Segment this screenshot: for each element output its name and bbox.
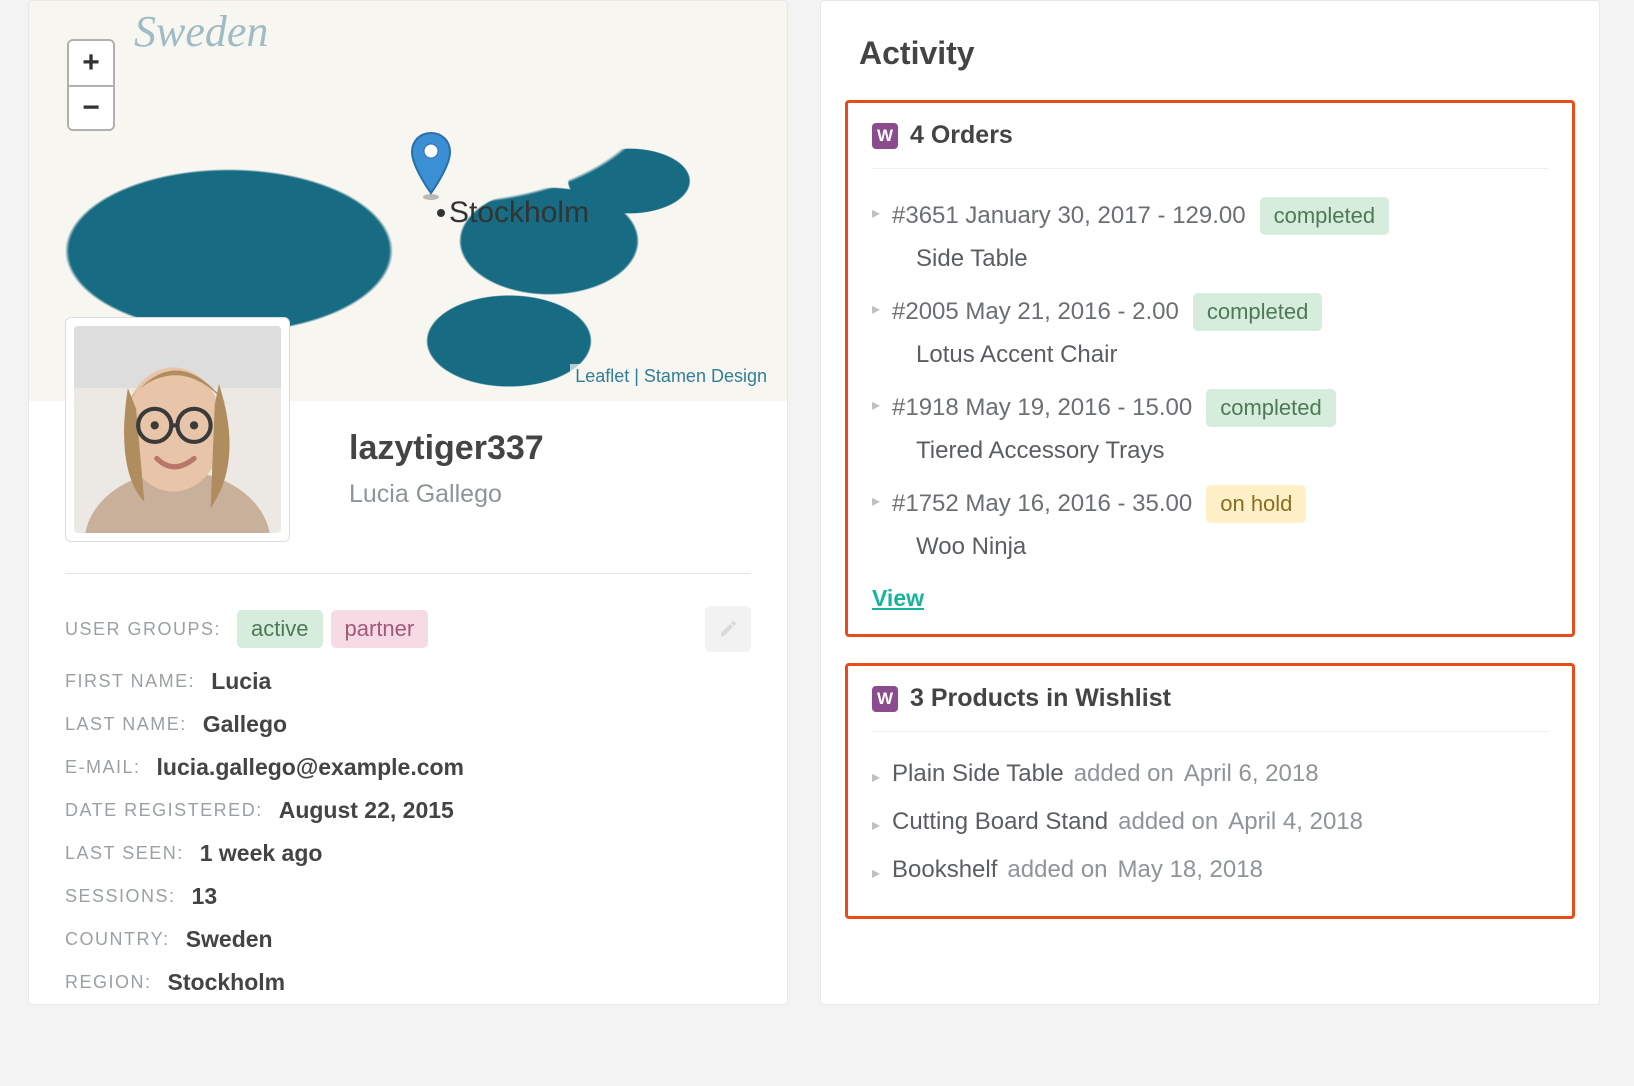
activity-title: Activity	[859, 35, 1575, 72]
pencil-icon	[718, 619, 738, 639]
leaflet-link[interactable]: Leaflet	[575, 366, 629, 386]
wishlist-product: Plain Side Table	[892, 760, 1064, 788]
map-zoom-controls: + −	[67, 39, 115, 131]
order-item[interactable]: ▸ #2005 May 21, 2016 - 2.00 completed Lotus…	[872, 283, 1548, 379]
order-status-badge: on hold	[1206, 485, 1306, 523]
full-name: Lucia Gallego	[349, 480, 757, 509]
order-summary: #1918 May 19, 2016 - 15.00	[892, 394, 1192, 422]
value-last-seen: 1 week ago	[200, 840, 323, 867]
order-product: Tiered Accessory Trays	[916, 437, 1548, 465]
value-sessions: 13	[192, 883, 218, 910]
divider	[65, 573, 751, 574]
label-last-seen: LAST SEEN:	[65, 843, 184, 864]
view-orders-link[interactable]: View	[872, 585, 924, 612]
wishlist-joiner: added on	[1007, 856, 1107, 884]
username: lazytiger337	[349, 429, 757, 468]
wishlist-product: Bookshelf	[892, 856, 997, 884]
wishlist-product: Cutting Board Stand	[892, 808, 1108, 836]
order-status-badge: completed	[1260, 197, 1390, 235]
value-first-name: Lucia	[211, 668, 271, 695]
order-product: Side Table	[916, 245, 1548, 273]
orders-title: 4 Orders	[910, 121, 1013, 150]
orders-section: W 4 Orders ▸ #3651 January 30, 2017 - 129…	[845, 100, 1575, 637]
wishlist-item[interactable]: ▸ Plain Side Table added on April 6, 2018	[872, 750, 1548, 798]
wishlist-section: W 3 Products in Wishlist ▸ Plain Side Tab…	[845, 663, 1575, 919]
chevron-right-icon: ▸	[872, 815, 882, 835]
wishlist-joiner: added on	[1118, 808, 1218, 836]
chevron-right-icon: ▸	[872, 299, 882, 319]
stamen-link[interactable]: Stamen Design	[644, 366, 767, 386]
wishlist-title: 3 Products in Wishlist	[910, 684, 1171, 713]
label-region: REGION:	[65, 972, 152, 993]
value-registered: August 22, 2015	[279, 797, 454, 824]
order-item[interactable]: ▸ #3651 January 30, 2017 - 129.00 complete…	[872, 187, 1548, 283]
chevron-right-icon: ▸	[872, 863, 882, 883]
label-last-name: LAST NAME:	[65, 714, 187, 735]
order-item[interactable]: ▸ #1918 May 19, 2016 - 15.00 completed Tier…	[872, 379, 1548, 475]
wishlist-joiner: added on	[1074, 760, 1174, 788]
label-registered: DATE REGISTERED:	[65, 800, 263, 821]
value-country: Sweden	[186, 926, 273, 953]
profile-card: Sweden Stockholm + − Leaflet | Stamen De…	[28, 0, 788, 1005]
map-city-dot	[437, 209, 445, 217]
zoom-in-button[interactable]: +	[69, 41, 113, 85]
value-last-name: Gallego	[203, 711, 287, 738]
order-product: Woo Ninja	[916, 533, 1548, 561]
order-summary: #1752 May 16, 2016 - 35.00	[892, 490, 1192, 518]
badge-partner: partner	[331, 610, 429, 648]
wishlist-date: April 6, 2018	[1184, 760, 1319, 788]
profile-details: USER GROUPS: active partner FIRST NAME: …	[29, 598, 787, 1004]
label-first-name: FIRST NAME:	[65, 671, 195, 692]
map-attribution: Leaflet | Stamen Design	[570, 364, 772, 389]
woo-icon: W	[872, 123, 898, 149]
wishlist-date: April 4, 2018	[1228, 808, 1363, 836]
avatar	[65, 317, 290, 542]
order-product: Lotus Accent Chair	[916, 341, 1548, 369]
order-status-badge: completed	[1193, 293, 1323, 331]
chevron-right-icon: ▸	[872, 395, 882, 415]
label-sessions: SESSIONS:	[65, 886, 176, 907]
wishlist-date: May 18, 2018	[1118, 856, 1263, 884]
order-summary: #3651 January 30, 2017 - 129.00	[892, 202, 1246, 230]
wishlist-item[interactable]: ▸ Cutting Board Stand added on April 4, 2…	[872, 798, 1548, 846]
value-region: Stockholm	[168, 969, 286, 996]
label-email: E-MAIL:	[65, 757, 141, 778]
woo-icon: W	[872, 686, 898, 712]
order-item[interactable]: ▸ #1752 May 16, 2016 - 35.00 on hold Woo Ni…	[872, 475, 1548, 571]
wishlist-item[interactable]: ▸ Bookshelf added on May 18, 2018	[872, 846, 1548, 894]
order-summary: #2005 May 21, 2016 - 2.00	[892, 298, 1179, 326]
value-email: lucia.gallego@example.com	[157, 754, 464, 781]
chevron-right-icon: ▸	[872, 767, 882, 787]
edit-button[interactable]	[705, 606, 751, 652]
label-country: COUNTRY:	[65, 929, 170, 950]
map-country-label: Sweden	[134, 6, 268, 57]
map-city-label: Stockholm	[449, 196, 589, 230]
chevron-right-icon: ▸	[872, 491, 882, 511]
badge-active: active	[237, 610, 322, 648]
label-user-groups: USER GROUPS:	[65, 619, 221, 640]
chevron-right-icon: ▸	[872, 203, 882, 223]
activity-panel: Activity W 4 Orders ▸ #3651 January 30, 2…	[820, 0, 1600, 1005]
map-marker-icon	[409, 131, 453, 206]
order-status-badge: completed	[1206, 389, 1336, 427]
zoom-out-button[interactable]: −	[69, 85, 113, 129]
